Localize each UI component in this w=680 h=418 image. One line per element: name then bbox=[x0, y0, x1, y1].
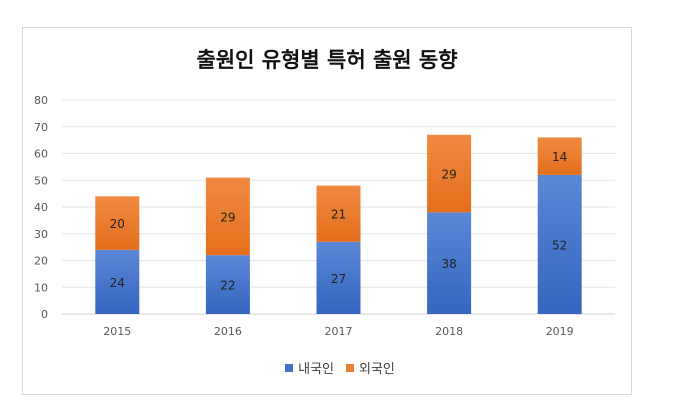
data-label: 52 bbox=[552, 238, 567, 252]
legend-label: 내국인 bbox=[298, 362, 334, 377]
y-tick-label: 20 bbox=[34, 255, 48, 268]
legend-item: 내국인 bbox=[285, 358, 334, 377]
data-label: 29 bbox=[220, 210, 235, 224]
x-tick-label: 2017 bbox=[325, 325, 353, 338]
x-tick-label: 2019 bbox=[546, 325, 574, 338]
data-label: 14 bbox=[552, 150, 567, 164]
legend: 내국인 외국인 bbox=[0, 358, 680, 377]
y-tick-label: 60 bbox=[34, 148, 48, 161]
bar-foreign bbox=[205, 177, 250, 256]
data-label: 24 bbox=[110, 276, 125, 290]
legend-swatch bbox=[285, 363, 294, 372]
y-tick-label: 50 bbox=[34, 174, 48, 187]
x-tick-label: 2016 bbox=[214, 325, 242, 338]
legend-label: 외국인 bbox=[359, 362, 395, 377]
data-label: 21 bbox=[331, 208, 346, 222]
x-tick-label: 2018 bbox=[435, 325, 463, 338]
legend-item: 외국인 bbox=[346, 358, 395, 377]
data-label: 27 bbox=[331, 272, 346, 286]
y-tick-label: 70 bbox=[34, 121, 48, 134]
y-tick-label: 40 bbox=[34, 201, 48, 214]
data-label: 29 bbox=[441, 168, 456, 182]
bar-domestic bbox=[537, 174, 582, 314]
bar-foreign bbox=[537, 137, 582, 175]
x-tick-label: 2015 bbox=[103, 325, 131, 338]
data-label: 20 bbox=[110, 217, 125, 231]
y-tick-label: 30 bbox=[34, 228, 48, 241]
chart-frame bbox=[22, 27, 632, 395]
data-label: 22 bbox=[220, 279, 235, 293]
y-tick-label: 80 bbox=[34, 94, 48, 107]
bar-domestic bbox=[427, 212, 472, 314]
bar-foreign bbox=[95, 196, 140, 250]
bar-domestic bbox=[95, 249, 140, 314]
y-tick-label: 0 bbox=[41, 308, 48, 321]
bar-foreign bbox=[427, 134, 472, 213]
bar-domestic bbox=[316, 241, 361, 314]
data-label: 38 bbox=[441, 257, 456, 271]
legend-swatch bbox=[346, 363, 354, 372]
bar-foreign bbox=[316, 185, 361, 242]
chart-title: 출원인 유형별 특허 출원 동향 bbox=[196, 48, 458, 72]
y-tick-label: 10 bbox=[34, 281, 48, 294]
bar-domestic bbox=[205, 255, 250, 314]
